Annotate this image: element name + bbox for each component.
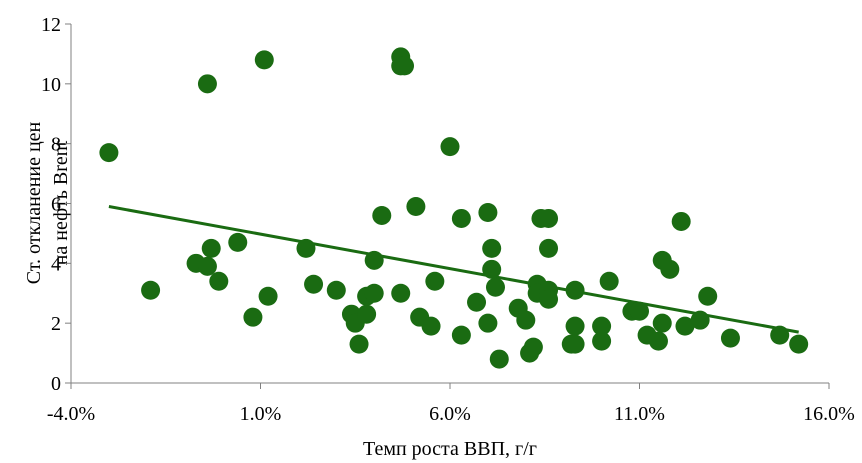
data-point — [523, 337, 543, 357]
data-points — [99, 47, 809, 369]
y-tick-label: 4 — [51, 253, 61, 275]
y-axis-title-line-1: Ст. откланение цен — [23, 121, 45, 284]
data-point — [482, 259, 502, 279]
data-point — [451, 325, 471, 345]
data-point — [391, 283, 411, 303]
data-point — [451, 208, 471, 228]
data-point — [675, 316, 695, 336]
data-point — [349, 334, 369, 354]
x-tick-label: 6.0% — [429, 403, 471, 425]
data-point — [258, 286, 278, 306]
data-point — [485, 277, 505, 297]
data-point — [425, 271, 445, 291]
data-point — [592, 331, 612, 351]
x-tick-label: 1.0% — [240, 403, 282, 425]
data-point — [99, 143, 119, 163]
data-point — [296, 238, 316, 258]
data-point — [652, 313, 672, 333]
y-tick-label: 6 — [51, 194, 61, 216]
data-point — [489, 349, 509, 369]
data-point — [440, 137, 460, 157]
data-point — [660, 259, 680, 279]
data-point — [141, 280, 161, 300]
y-tick-label: 8 — [51, 134, 61, 156]
data-point — [599, 271, 619, 291]
y-tick-label: 2 — [51, 313, 61, 335]
data-point — [201, 238, 221, 258]
x-axis-title: Темп роста ВВП, г/г — [363, 438, 537, 460]
axes — [65, 23, 830, 389]
data-point — [197, 256, 217, 276]
x-tick-label: 16.0% — [803, 403, 855, 425]
data-point — [421, 316, 441, 336]
data-point — [565, 280, 585, 300]
data-point — [690, 310, 710, 330]
data-point — [357, 304, 377, 324]
data-point — [539, 208, 559, 228]
data-point — [254, 50, 274, 70]
data-point — [478, 202, 498, 222]
data-point — [364, 283, 384, 303]
data-point — [630, 301, 649, 321]
trendline-group — [108, 205, 799, 334]
data-point — [770, 325, 790, 345]
data-point — [720, 328, 740, 348]
data-point — [671, 211, 691, 231]
trendline — [108, 205, 799, 334]
data-point — [539, 238, 559, 258]
data-point — [304, 274, 324, 294]
data-point — [364, 250, 384, 270]
y-tick-label: 10 — [41, 74, 61, 96]
data-point — [539, 289, 559, 309]
data-point — [372, 205, 392, 225]
x-tick-label: 11.0% — [614, 403, 665, 425]
data-point — [648, 331, 668, 351]
data-point — [243, 307, 263, 327]
data-point — [482, 238, 502, 258]
tick-labels: 0 2 4 6 8 10 12 -4.0% 1.0% 6.0% 11.0% 16.0% — [41, 14, 855, 425]
data-point — [395, 56, 415, 76]
data-point — [592, 316, 612, 336]
data-point — [326, 280, 346, 300]
data-point — [565, 334, 585, 354]
data-point — [565, 316, 585, 336]
data-point — [197, 74, 217, 94]
x-tick-label: -4.0% — [47, 403, 95, 425]
y-axis-title: Ст. откланение цен на нефть Brent — [23, 121, 72, 284]
y-tick-label: 12 — [41, 14, 61, 36]
y-tick-label: 0 — [51, 373, 61, 395]
data-point — [406, 196, 426, 216]
data-point — [516, 310, 536, 330]
data-point — [789, 334, 809, 354]
data-point — [478, 313, 498, 333]
data-point — [209, 271, 229, 291]
data-point — [228, 232, 248, 252]
data-point — [698, 286, 718, 306]
y-axis-title-line-2: на нефть Brent — [50, 140, 72, 265]
data-point — [467, 292, 487, 312]
